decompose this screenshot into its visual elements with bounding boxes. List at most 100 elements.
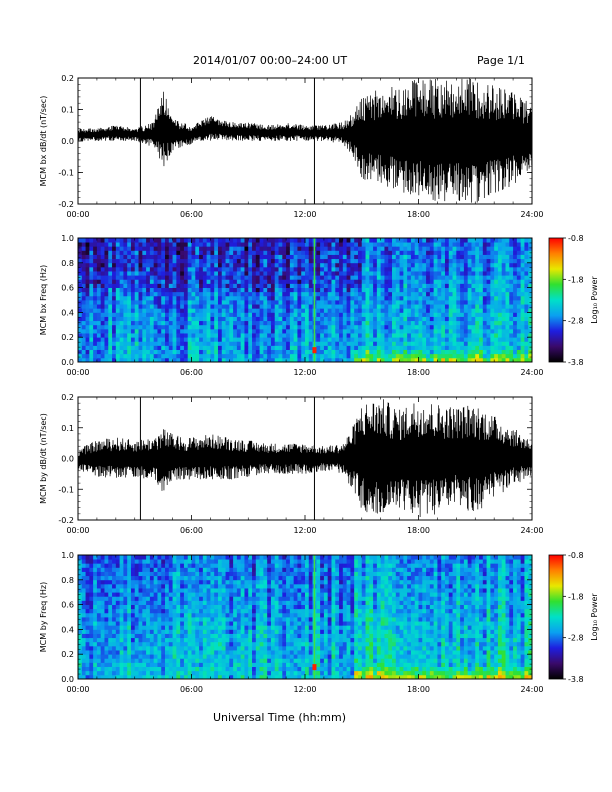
heatmap-cell — [255, 316, 260, 322]
heatmap-cell — [165, 279, 170, 284]
heatmap-cell — [130, 604, 136, 610]
heatmap-cell — [388, 308, 393, 313]
heatmap-cell — [81, 629, 86, 634]
heatmap-cell — [104, 349, 109, 355]
heatmap-cell — [138, 353, 143, 359]
heatmap-cell — [331, 324, 336, 330]
heatmap-cell — [505, 238, 510, 243]
heatmap-cell — [357, 357, 363, 362]
heatmap-cell — [490, 246, 495, 251]
heatmap-cell — [395, 275, 400, 280]
heatmap-cell — [115, 337, 121, 342]
heatmap-cell — [153, 588, 158, 593]
heatmap-cell — [187, 608, 192, 614]
heatmap-cell — [437, 254, 442, 260]
heatmap-cell — [153, 328, 158, 334]
heatmap-cell — [490, 254, 495, 260]
heatmap-cell — [180, 674, 185, 679]
heatmap-cell — [399, 258, 404, 264]
heatmap-cell — [195, 345, 200, 350]
heatmap-cell — [225, 320, 230, 326]
heatmap-cell — [475, 357, 480, 362]
heatmap-cell — [183, 242, 189, 247]
heatmap-cell — [229, 258, 234, 264]
heatmap-cell — [165, 312, 170, 317]
heatmap-cell — [93, 641, 98, 647]
heatmap-cell — [369, 242, 374, 247]
heatmap-cell — [316, 337, 321, 342]
heatmap-cell — [384, 328, 389, 334]
heatmap-cell — [289, 254, 295, 260]
heatmap-cell — [142, 637, 147, 643]
heatmap-cell — [361, 341, 366, 346]
heatmap-cell — [172, 650, 177, 655]
heatmap-cell — [448, 324, 453, 330]
heatmap-cell — [180, 567, 185, 572]
heatmap-cell — [403, 333, 408, 338]
heatmap-cell — [195, 662, 200, 667]
heatmap-cell — [233, 349, 238, 355]
heatmap-cell — [127, 328, 132, 334]
heatmap-cell — [81, 250, 86, 255]
heatmap-cell — [149, 621, 155, 626]
heatmap-cell — [93, 629, 98, 634]
heatmap-cell — [202, 320, 208, 326]
heatmap-cell — [176, 258, 181, 264]
heatmap-cell — [297, 295, 302, 301]
heatmap-cell — [191, 246, 196, 251]
heatmap-cell — [100, 328, 105, 334]
heatmap-cell — [130, 600, 136, 605]
heatmap-cell — [399, 291, 404, 297]
heatmap-cell — [456, 266, 461, 272]
heatmap-cell — [399, 349, 404, 355]
heatmap-cell — [513, 328, 518, 334]
heatmap-cell — [490, 349, 495, 355]
heatmap-cell — [225, 316, 230, 322]
heatmap-cell — [172, 304, 177, 309]
heatmap-cell — [172, 645, 177, 651]
heatmap-cell — [142, 654, 147, 659]
heatmap-cell — [403, 312, 408, 317]
heatmap-cell — [187, 670, 192, 676]
heatmap-cell — [108, 674, 113, 679]
heatmap-cell — [195, 353, 200, 359]
heatmap-cell — [187, 304, 192, 309]
heatmap-cell — [108, 654, 113, 659]
heatmap-cell — [100, 316, 105, 322]
heatmap-cell — [395, 328, 400, 334]
heatmap-cell — [335, 328, 340, 334]
heatmap-cell — [407, 258, 412, 264]
heatmap-cell — [221, 324, 226, 330]
heatmap-cell — [127, 592, 132, 597]
heatmap-cell — [217, 279, 223, 284]
heatmap-cell — [463, 250, 469, 255]
heatmap-cell — [270, 275, 276, 280]
heatmap-cell — [85, 246, 90, 251]
heatmap-cell — [240, 238, 245, 243]
heatmap-cell — [100, 295, 105, 301]
heatmap-cell — [392, 308, 397, 313]
heatmap-cell — [78, 571, 83, 577]
heatmap-cell — [414, 291, 419, 297]
heatmap-cell — [399, 271, 404, 276]
heatmap-cell — [437, 266, 442, 272]
heatmap-cell — [153, 608, 158, 614]
heatmap-cell — [157, 238, 162, 243]
heatmap-cell — [214, 345, 219, 350]
heatmap-cell — [142, 308, 147, 313]
heatmap-cell — [444, 238, 450, 243]
heatmap-cell — [89, 295, 94, 301]
heatmap-cell — [516, 262, 522, 268]
heatmap-cell — [327, 353, 332, 359]
heatmap-cell — [335, 242, 340, 247]
heatmap-cell — [104, 662, 109, 667]
heatmap-cell — [501, 300, 506, 305]
heatmap-cell — [354, 328, 359, 334]
heatmap-cell — [278, 291, 283, 297]
heatmap-cell — [138, 271, 143, 276]
heatmap-cell — [407, 279, 412, 284]
heatmap-cell — [509, 262, 514, 268]
heatmap-cell — [456, 349, 461, 355]
heatmap-cell — [187, 283, 192, 288]
heatmap-cell — [497, 320, 503, 326]
